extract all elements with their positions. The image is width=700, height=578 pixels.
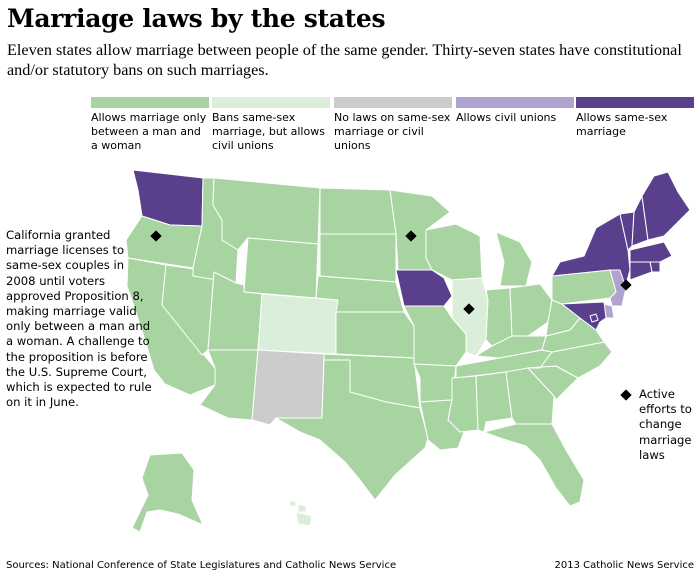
state-kansas xyxy=(335,311,415,359)
legend-label-civil: Allows civil unions xyxy=(456,111,557,124)
state-colorado xyxy=(257,293,339,355)
legend-swatch-no-laws xyxy=(334,97,452,108)
state-michigan xyxy=(495,231,533,287)
legend-item-ban-civil: Bans same-sex marriage, but allows civil… xyxy=(212,97,330,153)
legend-label-same-sex: Allows same-sex marriage xyxy=(576,111,668,138)
active-efforts-marker-oregon xyxy=(150,230,162,242)
page-subtitle: Eleven states allow marriage between peo… xyxy=(7,41,682,79)
legend-swatch-ban-civil xyxy=(212,97,330,108)
legend-label-no-laws: No laws on same-sex marriage or civil un… xyxy=(334,111,451,152)
active-efforts-label: Active efforts to change marriage laws xyxy=(639,387,692,462)
active-efforts-marker-new-jersey xyxy=(620,279,632,291)
state-massachusetts xyxy=(629,241,673,263)
state-texas xyxy=(275,359,429,501)
active-efforts-marker-minnesota xyxy=(405,230,417,242)
legend-item-no-laws: No laws on same-sex marriage or civil un… xyxy=(334,97,452,153)
legend-swatch-man-woman xyxy=(91,97,209,108)
state-hawaii-2 xyxy=(297,503,307,513)
state-hawaii-1 xyxy=(289,499,297,507)
state-montana xyxy=(212,177,321,251)
sources: Sources: National Conference of State Le… xyxy=(6,560,397,571)
state-south-dakota xyxy=(319,233,397,283)
state-wisconsin xyxy=(425,223,483,281)
state-hawaii-3 xyxy=(295,511,313,527)
state-alaska xyxy=(131,452,204,533)
state-illinois xyxy=(451,277,489,357)
legend-label-man-woman: Allows marriage only between a man and a… xyxy=(91,111,207,152)
state-district-of-columbia xyxy=(589,313,599,323)
state-maine xyxy=(641,171,691,241)
state-north-dakota xyxy=(319,187,397,235)
page-title: Marriage laws by the states xyxy=(7,4,386,33)
credit: 2013 Catholic News Service xyxy=(554,560,694,571)
state-wyoming xyxy=(243,237,319,299)
active-efforts-diamond-icon xyxy=(620,389,632,401)
active-efforts-key: Active efforts to change marriage laws xyxy=(620,387,700,463)
legend-item-same-sex: Allows same-sex marriage xyxy=(576,97,694,139)
state-new-mexico xyxy=(251,349,325,426)
california-note: California granted marriage licenses to … xyxy=(6,228,152,410)
state-alabama xyxy=(475,371,513,433)
state-florida xyxy=(483,423,585,507)
state-arkansas xyxy=(413,363,457,403)
state-connecticut xyxy=(629,261,653,281)
state-maryland xyxy=(561,301,607,331)
state-new-jersey xyxy=(609,269,627,307)
legend-item-man-woman: Allows marriage only between a man and a… xyxy=(91,97,209,153)
state-mississippi xyxy=(447,375,479,433)
legend-item-civil: Allows civil unions xyxy=(456,97,574,125)
state-ohio xyxy=(509,283,553,337)
state-indiana xyxy=(485,287,513,347)
active-efforts-marker-illinois xyxy=(463,303,475,315)
legend-swatch-civil xyxy=(456,97,574,108)
legend-label-ban-civil: Bans same-sex marriage, but allows civil… xyxy=(212,111,325,152)
legend-swatch-same-sex xyxy=(576,97,694,108)
